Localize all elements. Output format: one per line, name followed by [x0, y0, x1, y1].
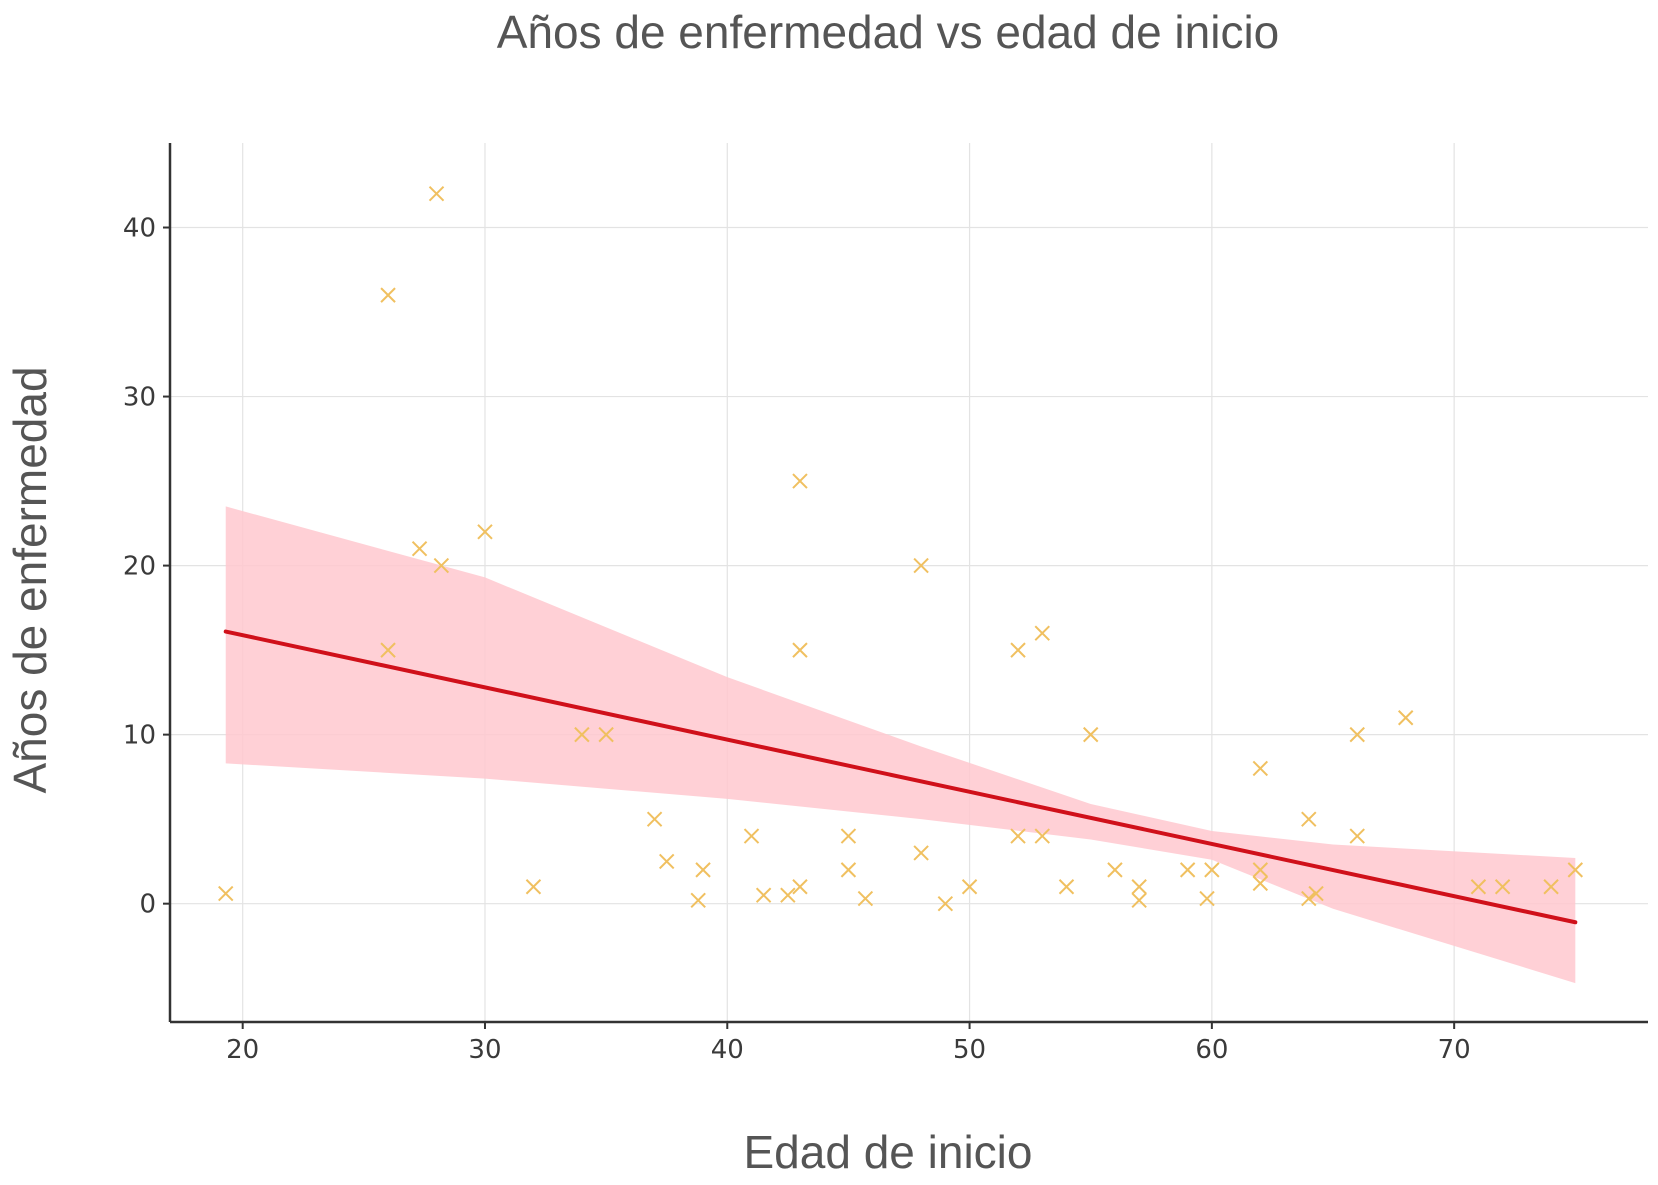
- y-tick-label: 30: [123, 383, 156, 413]
- data-point: [1010, 642, 1026, 658]
- data-point: [1034, 828, 1050, 844]
- regression-line: [223, 629, 1578, 925]
- data-point: [792, 642, 808, 658]
- data-point: [1301, 890, 1317, 907]
- data-point: [743, 828, 760, 844]
- data-point: [857, 890, 874, 907]
- data-point: [598, 726, 614, 743]
- data-point: [1252, 862, 1269, 878]
- data-point: [840, 828, 857, 844]
- confidence-band-layer: [225, 506, 1576, 984]
- data-point: [1107, 862, 1123, 878]
- data-point: [428, 186, 445, 202]
- data-point: [1131, 879, 1147, 895]
- x-tick-label: 50: [953, 1035, 986, 1065]
- confidence-band: [225, 506, 1576, 984]
- data-point: [218, 885, 234, 902]
- y-axis-label: Años de enfermedad: [4, 366, 56, 793]
- data-point: [1083, 726, 1099, 743]
- data-point: [690, 892, 706, 908]
- data-point: [1494, 879, 1511, 895]
- data-points-layer: [218, 186, 1584, 912]
- data-point: [755, 887, 772, 903]
- x-tick-label: 70: [1438, 1035, 1471, 1065]
- data-point: [1349, 726, 1365, 743]
- data-point: [840, 862, 857, 878]
- data-point: [780, 887, 796, 903]
- data-point: [1252, 875, 1269, 892]
- data-point: [913, 557, 929, 574]
- data-point: [1204, 862, 1220, 878]
- x-tick-label: 30: [468, 1035, 501, 1065]
- data-point: [792, 879, 808, 895]
- data-point: [792, 473, 808, 489]
- data-point: [380, 287, 396, 303]
- x-tick-label: 60: [1195, 1035, 1228, 1065]
- data-point: [1397, 710, 1414, 726]
- data-point: [1179, 862, 1196, 878]
- data-point: [1301, 811, 1317, 827]
- data-point: [1252, 760, 1269, 777]
- data-point: [477, 524, 493, 540]
- y-tick-label: 40: [123, 214, 156, 244]
- data-point: [937, 895, 954, 912]
- axes: [168, 143, 1648, 1024]
- data-point: [658, 853, 675, 870]
- data-point: [380, 642, 396, 658]
- data-point: [1199, 890, 1215, 907]
- data-point: [525, 879, 542, 895]
- regression-line-layer: [223, 629, 1578, 925]
- tick-labels: 20 30 40 50 60 70 0 10 20 30 40: [123, 214, 1471, 1065]
- y-tick-label: 10: [123, 721, 156, 751]
- data-point: [1543, 879, 1559, 895]
- data-point: [1470, 879, 1487, 895]
- data-point: [961, 879, 978, 895]
- y-tick-label: 20: [123, 552, 156, 582]
- data-point: [646, 811, 663, 827]
- x-tick-label: 20: [226, 1035, 259, 1065]
- data-point: [695, 862, 711, 878]
- data-point: [1308, 885, 1324, 902]
- data-point: [1567, 862, 1584, 878]
- data-point: [1010, 828, 1026, 844]
- data-point: [1058, 879, 1075, 895]
- data-point: [574, 726, 590, 743]
- data-point: [433, 557, 450, 574]
- data-point: [1034, 625, 1050, 641]
- y-tick-label: 0: [139, 890, 156, 920]
- x-axis-label: Edad de inicio: [744, 1126, 1033, 1178]
- data-point: [1349, 828, 1365, 844]
- data-point: [1131, 892, 1147, 908]
- chart-title: Años de enfermedad vs edad de inicio: [497, 6, 1280, 58]
- x-tick-label: 40: [711, 1035, 744, 1065]
- grid-lines: [170, 143, 1648, 1022]
- data-point: [411, 540, 428, 557]
- data-point: [913, 845, 929, 861]
